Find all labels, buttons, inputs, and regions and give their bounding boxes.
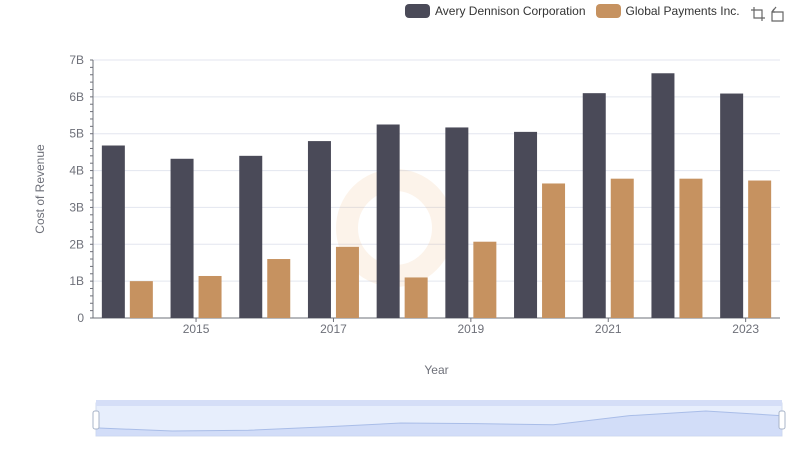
toolbox: [747, 6, 785, 22]
x-tick-label: 2017: [320, 322, 347, 336]
legend-label-global-payments: Global Payments Inc.: [625, 4, 740, 18]
x-tick-label: 2019: [457, 322, 484, 336]
bar: [404, 277, 428, 318]
bar: [267, 259, 291, 318]
bar: [239, 155, 263, 318]
x-tick-label: 2023: [732, 322, 759, 336]
bar: [129, 281, 153, 318]
bar: [514, 131, 538, 318]
bar: [679, 178, 703, 318]
bar: [198, 275, 222, 318]
y-tick-label: 2B: [69, 237, 84, 251]
y-tick-label: 3B: [69, 200, 84, 214]
legend-swatch-avery-dennison: [405, 4, 430, 18]
data-zoom-top-bar: [96, 400, 782, 406]
data-zoom-line: [95, 410, 783, 432]
x-tick-label: 2015: [183, 322, 210, 336]
data-zoom-handle-left[interactable]: [92, 410, 100, 430]
legend-item-avery-dennison[interactable]: Avery Dennison Corporation: [405, 4, 586, 18]
y-tick-label: 4B: [69, 164, 84, 178]
bar: [307, 141, 331, 318]
bar: [582, 93, 606, 319]
bar: [748, 180, 772, 318]
y-tick-label: 7B: [69, 53, 84, 67]
bar: [335, 246, 359, 318]
bar: [720, 93, 744, 318]
legend-label-avery-dennison: Avery Dennison Corporation: [435, 4, 586, 18]
bar: [101, 145, 125, 318]
y-tick-label: 1B: [69, 274, 84, 288]
x-tick-label: 2021: [595, 322, 622, 336]
zoom-reset-icon[interactable]: [769, 6, 785, 22]
bar: [376, 124, 400, 318]
zoom-icon[interactable]: [750, 6, 766, 22]
legend: Avery Dennison Corporation Global Paymen…: [405, 4, 750, 18]
legend-item-global-payments[interactable]: Global Payments Inc.: [595, 4, 740, 18]
bar: [651, 73, 675, 318]
data-zoom-handle-right[interactable]: [778, 410, 786, 430]
bar: [170, 158, 194, 318]
bar: [473, 241, 497, 318]
y-axis-title: Cost of Revenue: [33, 144, 47, 234]
legend-swatch-global-payments: [595, 4, 621, 18]
bar: [445, 127, 469, 318]
data-zoom-slider: [92, 400, 786, 437]
y-tick-label: 5B: [69, 127, 84, 141]
y-tick-label: 0: [77, 311, 84, 325]
x-axis-title: Year: [424, 363, 448, 377]
y-tick-label: 6B: [69, 90, 84, 104]
bar: [542, 183, 566, 318]
bar: [610, 178, 634, 318]
